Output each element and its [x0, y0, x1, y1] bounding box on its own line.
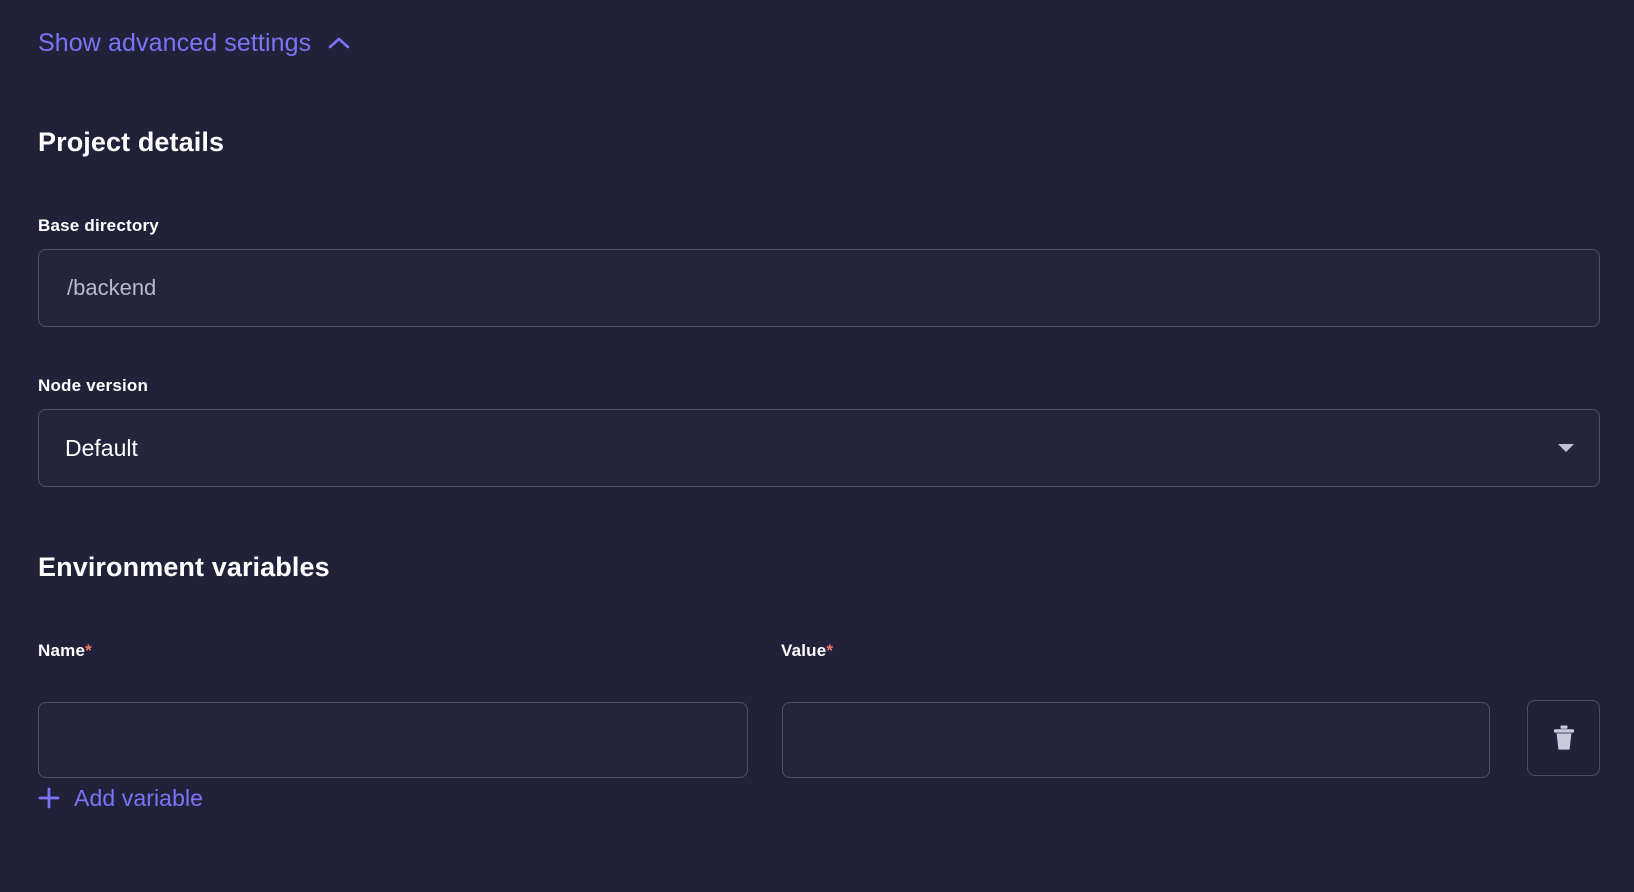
env-name-required-marker: * [85, 641, 92, 660]
node-version-select[interactable]: Default [38, 409, 1600, 487]
env-name-column-label: Name* [38, 640, 92, 661]
show-advanced-settings-label: Show advanced settings [38, 29, 312, 57]
env-name-input[interactable] [38, 702, 748, 778]
base-directory-input[interactable] [38, 249, 1600, 327]
delete-variable-button[interactable] [1527, 700, 1600, 776]
env-value-column-label: Value* [781, 640, 833, 661]
trash-icon [1553, 725, 1575, 751]
node-version-label: Node version [38, 376, 149, 395]
env-value-required-marker: * [826, 641, 834, 660]
add-variable-button[interactable]: Add variable [38, 784, 203, 812]
environment-variables-heading: Environment variables [38, 552, 330, 582]
env-value-column-label-text: Value [781, 641, 827, 660]
show-advanced-settings-toggle[interactable]: Show advanced settings [38, 28, 351, 58]
add-variable-label: Add variable [74, 785, 204, 811]
project-details-heading: Project details [38, 127, 225, 157]
base-directory-label: Base directory [38, 216, 159, 235]
chevron-up-icon [327, 36, 351, 50]
env-name-column-label-text: Name [38, 641, 86, 660]
env-value-input[interactable] [782, 702, 1490, 778]
plus-icon [38, 787, 60, 809]
node-version-select-wrapper[interactable]: Default [38, 409, 1600, 487]
